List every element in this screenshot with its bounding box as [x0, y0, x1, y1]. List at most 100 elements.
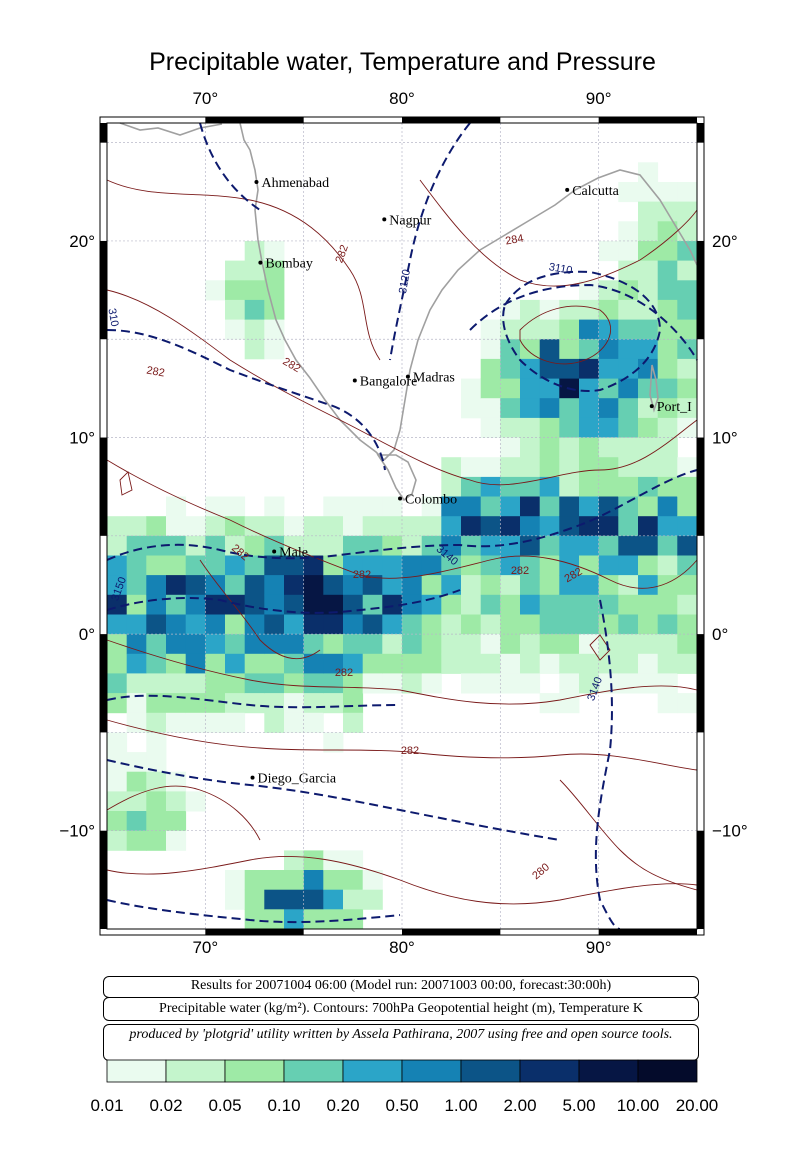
precip-cell [638, 201, 659, 222]
precip-cell [638, 594, 659, 615]
precip-cell [638, 535, 659, 556]
precip-cell [657, 358, 678, 379]
precip-cell [677, 358, 698, 379]
coastline-path [383, 169, 698, 461]
precip-cell [264, 535, 285, 556]
precip-cell [559, 437, 580, 458]
precip-cell [520, 437, 541, 458]
precip-cell [225, 496, 246, 517]
precip-cell [402, 653, 423, 674]
frame-segment [100, 240, 107, 340]
coastline-path [239, 122, 385, 461]
precip-cell [677, 516, 698, 537]
precip-cell [598, 299, 619, 320]
precip-cell [657, 417, 678, 438]
precip-cell [598, 535, 619, 556]
precip-cell [677, 535, 698, 556]
precip-cell [343, 909, 364, 930]
precip-cell [579, 496, 600, 517]
precip-cell [579, 319, 600, 340]
precip-cell [402, 673, 423, 694]
frame-segment [598, 117, 697, 123]
precip-cell [579, 535, 600, 556]
precip-cell [559, 496, 580, 517]
frame-segment [598, 929, 697, 935]
precip-cell [205, 712, 226, 733]
precip-cell [284, 673, 305, 694]
map-frame [99, 116, 705, 936]
precip-cell [579, 378, 600, 399]
precip-cell [126, 575, 147, 596]
precip-cell [461, 398, 482, 419]
precip-cell [166, 712, 187, 733]
precip-cell [657, 555, 678, 576]
precip-cell [402, 535, 423, 556]
precip-cell [559, 673, 580, 694]
precip-cell [480, 398, 501, 419]
temperature-contour [519, 305, 612, 365]
colorbar-swatch [106, 1059, 167, 1083]
precip-cell [480, 516, 501, 537]
precip-cell [126, 653, 147, 674]
precip-cell [146, 732, 167, 753]
precip-cell [323, 575, 344, 596]
contour-label: 282 [511, 565, 529, 577]
precip-cell [284, 594, 305, 615]
frame-segment [100, 830, 107, 929]
precip-cell [146, 693, 167, 714]
temperature-contour [106, 719, 698, 771]
precip-cell [225, 712, 246, 733]
precip-cell [520, 555, 541, 576]
precip-cell [638, 673, 659, 694]
precip-cell [382, 555, 403, 576]
precip-cell [402, 555, 423, 576]
precip-cell [126, 771, 147, 792]
precip-cell [618, 476, 639, 497]
colorbar-swatch [283, 1059, 344, 1083]
precip-cell [166, 614, 187, 635]
precip-cell [244, 319, 265, 340]
temperature-contours [106, 179, 698, 905]
temperature-contour [559, 779, 698, 891]
precip-cell [166, 830, 187, 851]
coastline [119, 122, 698, 502]
precip-cell [382, 634, 403, 655]
precip-cell [657, 673, 678, 694]
precip-cell [657, 437, 678, 458]
precip-cell [382, 614, 403, 635]
precip-cell [323, 614, 344, 635]
city-dot [565, 187, 570, 192]
height-contour [106, 759, 561, 841]
precip-cell [402, 516, 423, 537]
precip-cell [146, 516, 167, 537]
precip-cell [343, 850, 364, 871]
colorbar-swatch [224, 1059, 285, 1083]
precip-cell [146, 771, 167, 792]
precip-cell [520, 673, 541, 694]
precip-cell [520, 496, 541, 517]
precip-cell [480, 555, 501, 576]
precip-cell [638, 476, 659, 497]
height-contour [469, 283, 698, 361]
precip-cell [618, 260, 639, 281]
frame-segment [697, 830, 704, 929]
precip-cell [480, 378, 501, 399]
precip-cell [382, 653, 403, 674]
precip-cell [638, 457, 659, 478]
precip-cell [264, 575, 285, 596]
precip-cell [421, 516, 442, 537]
precip-cell [559, 417, 580, 438]
precip-cell [598, 437, 619, 458]
lon-tick-label: 90° [586, 938, 612, 957]
precip-cell [598, 594, 619, 615]
precip-cell [638, 182, 659, 203]
precip-cell [343, 614, 364, 635]
precip-cell [244, 280, 265, 301]
precip-cell [225, 535, 246, 556]
precip-cell [480, 575, 501, 596]
precip-cell [107, 752, 128, 773]
precip-cell [500, 417, 521, 438]
precip-cell [323, 653, 344, 674]
precip-cell [638, 653, 659, 674]
precip-cell [480, 417, 501, 438]
